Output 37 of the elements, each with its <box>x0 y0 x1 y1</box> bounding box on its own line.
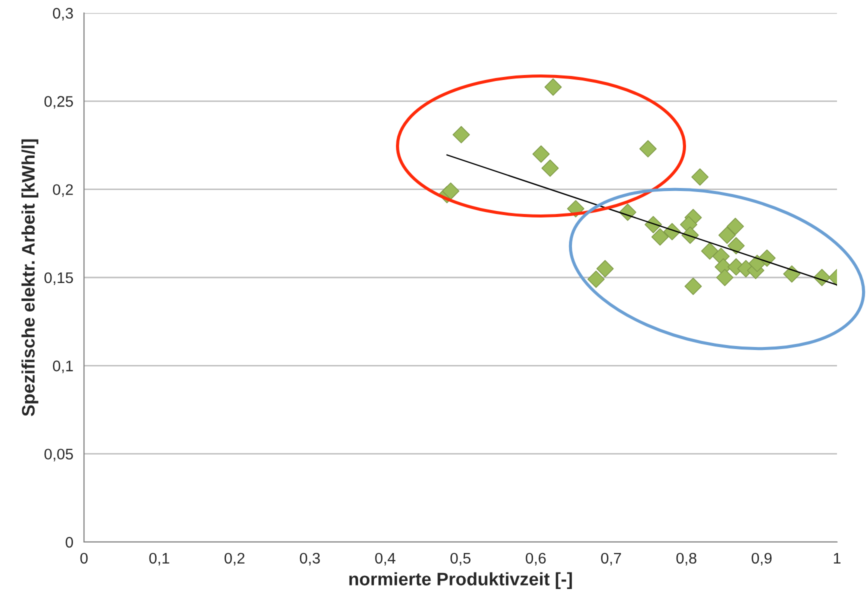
point <box>716 268 734 286</box>
point <box>727 237 745 254</box>
point <box>691 168 709 186</box>
y-tick-label: 0,25 <box>44 96 73 109</box>
point <box>587 270 605 288</box>
point <box>596 260 614 278</box>
x-tick-label: 0,3 <box>300 552 320 566</box>
y-tick-label: 0,3 <box>52 8 73 20</box>
y-axis-title: Spezifische elektr. Arbeit [kWh/l] <box>21 139 38 416</box>
point <box>639 140 657 158</box>
x-tick-label: 0,4 <box>375 552 396 566</box>
y-tick-label: 0,1 <box>52 360 73 374</box>
point <box>718 226 736 244</box>
x-tick-label: 0,8 <box>676 552 696 566</box>
point <box>684 278 702 295</box>
y-tick-label: 0,05 <box>44 448 73 462</box>
point <box>544 78 562 96</box>
point <box>701 242 718 260</box>
y-tick-label: 0 <box>66 536 73 548</box>
x-tick-label: 0,7 <box>601 552 621 566</box>
point <box>726 218 744 235</box>
x-axis-title: normierte Produktivzeit [-] <box>349 572 572 590</box>
point <box>541 160 559 177</box>
x-tick-label: 1 <box>834 552 841 564</box>
y-tick-label: 0,15 <box>44 272 73 285</box>
y-tick-label: 0,2 <box>52 184 73 197</box>
point <box>452 126 470 144</box>
x-tick-label: 0,1 <box>149 552 170 566</box>
point <box>442 182 460 200</box>
x-tick-label: 0,5 <box>450 552 470 566</box>
x-tick-label: 0,6 <box>526 552 546 566</box>
x-tick-label: 0,2 <box>224 552 244 566</box>
x-tick-label: 0 <box>80 552 88 564</box>
x-tick-label: 0,9 <box>752 552 772 566</box>
point <box>783 265 800 283</box>
point <box>532 145 550 163</box>
point <box>651 228 669 246</box>
